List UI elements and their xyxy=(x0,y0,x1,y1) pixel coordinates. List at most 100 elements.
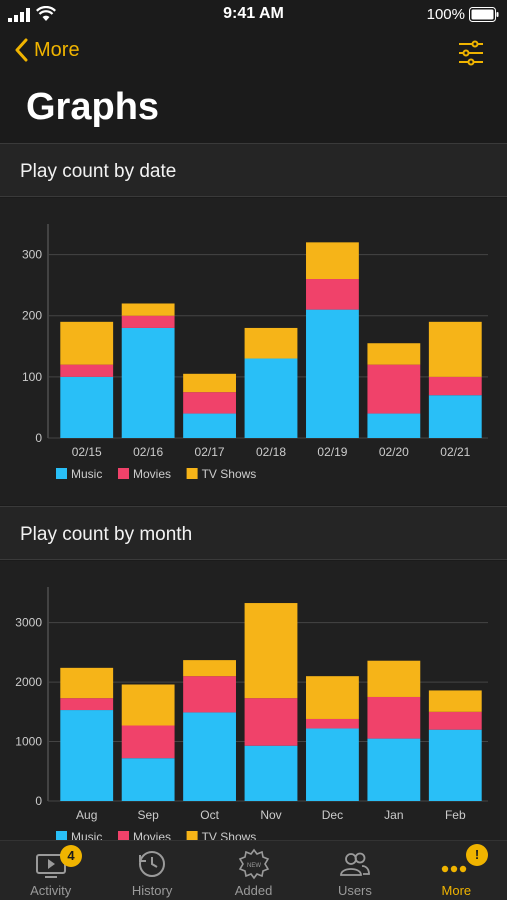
bar-segment-tv-shows xyxy=(428,321,482,377)
bar-segment-movies xyxy=(121,315,175,328)
bar-segment-tv-shows xyxy=(60,321,114,365)
added-icon-text: NEW xyxy=(247,863,261,869)
bar-segment-movies xyxy=(60,364,114,377)
legend-swatch xyxy=(118,468,129,479)
bar-segment-music xyxy=(428,395,482,438)
x-tick-label: Aug xyxy=(76,808,97,822)
bar-segment-tv-shows xyxy=(367,660,421,697)
x-tick-label: Nov xyxy=(260,808,281,822)
x-tick-label: 02/19 xyxy=(317,445,347,459)
legend-swatch xyxy=(56,468,67,479)
tab-bar: 4 Activity History NEW Added Users xyxy=(0,840,507,900)
navigation-bar: More xyxy=(0,30,507,80)
section-title: Play count by month xyxy=(20,524,193,545)
bar-segment-tv-shows xyxy=(121,303,175,316)
bar-segment-music xyxy=(60,376,114,438)
bar-segment-movies xyxy=(121,725,175,759)
y-tick-label: 3000 xyxy=(15,616,42,630)
wifi-icon xyxy=(36,6,56,21)
tab-users[interactable]: Users xyxy=(304,841,405,900)
page-title: Graphs xyxy=(26,86,160,128)
x-tick-label: Feb xyxy=(445,808,466,822)
legend-swatch xyxy=(118,831,129,842)
bar-segment-music xyxy=(367,738,421,801)
status-time: 9:41 AM xyxy=(223,5,284,22)
chevron-left-icon xyxy=(15,38,28,62)
bar-segment-music xyxy=(183,413,236,438)
tab-activity[interactable]: 4 Activity xyxy=(0,841,101,900)
bar-segment-music xyxy=(306,728,359,801)
y-tick-label: 0 xyxy=(35,794,42,808)
x-tick-label: Sep xyxy=(137,808,159,822)
bar-segment-music xyxy=(121,758,175,801)
tab-added[interactable]: NEW Added xyxy=(203,841,304,900)
x-tick-label: 02/18 xyxy=(256,445,286,459)
y-tick-label: 100 xyxy=(22,370,42,384)
bar-segment-tv-shows xyxy=(183,373,236,393)
legend-label: Music xyxy=(71,467,102,481)
status-bar: 9:41 AM 100% xyxy=(0,0,507,30)
bar-segment-movies xyxy=(306,718,359,729)
bar-segment-movies xyxy=(428,711,482,730)
section-header-date: Play count by date xyxy=(0,143,507,197)
y-tick-label: 1000 xyxy=(15,735,42,749)
legend-swatch xyxy=(186,831,198,842)
tab-label: Users xyxy=(337,883,372,898)
bar-segment-movies xyxy=(60,698,114,711)
chart-play-count-by-date: 0 100 200 300 02/15 02/16 02/17 02/18 02/19 02/20… xyxy=(0,198,507,505)
section-title: Play count by date xyxy=(20,161,177,182)
bar-segment-music xyxy=(60,710,114,801)
x-tick-label: 02/20 xyxy=(379,445,409,459)
bar-segment-music xyxy=(183,712,236,801)
x-tick-label: 02/15 xyxy=(72,445,102,459)
legend-label: TV Shows xyxy=(202,467,257,481)
bar-segment-tv-shows xyxy=(121,684,175,726)
bar-chart-svg: 0 100 200 300 02/15 02/16 02/17 02/18 02/19 02/20… xyxy=(22,224,488,481)
section-header-month: Play count by month xyxy=(0,506,507,560)
bar-segment-music xyxy=(244,745,298,801)
history-icon xyxy=(139,851,166,877)
x-tick-label: Dec xyxy=(322,808,343,822)
y-tick-label: 200 xyxy=(22,309,42,323)
legend-swatch xyxy=(56,831,67,842)
more-icon xyxy=(442,865,467,873)
battery-icon xyxy=(469,7,499,22)
tab-more[interactable]: More xyxy=(406,841,507,900)
activity-badge: 4 xyxy=(60,845,82,867)
bar-segment-movies xyxy=(428,376,482,396)
bar-segment-movies xyxy=(183,392,236,414)
tab-label: History xyxy=(131,883,173,898)
bar-segment-tv-shows xyxy=(306,242,359,280)
x-tick-label: 02/16 xyxy=(133,445,163,459)
tab-label: More xyxy=(441,883,472,898)
bar-segment-tv-shows xyxy=(60,667,114,699)
bar-segment-movies xyxy=(183,676,236,713)
bar-segment-tv-shows xyxy=(244,603,298,699)
signal-icon xyxy=(8,8,30,22)
tab-label: Added xyxy=(234,883,273,898)
more-alert-badge: ! xyxy=(466,844,488,866)
bar-segment-music xyxy=(244,358,298,438)
x-tick-label: 02/17 xyxy=(195,445,225,459)
y-tick-label: 0 xyxy=(35,431,42,445)
bar-segment-tv-shows xyxy=(367,343,421,365)
back-button-label: More xyxy=(34,38,80,61)
x-tick-label: Jan xyxy=(384,808,403,822)
legend-swatch xyxy=(186,468,198,479)
filter-settings-icon[interactable] xyxy=(457,40,485,66)
bar-segment-movies xyxy=(367,696,421,739)
legend-label: Movies xyxy=(133,467,171,481)
bar-segment-tv-shows xyxy=(428,690,482,712)
bar-segment-movies xyxy=(244,698,298,746)
users-icon xyxy=(340,852,370,876)
bar-segment-tv-shows xyxy=(306,676,359,719)
tab-history[interactable]: History xyxy=(101,841,202,900)
bar-segment-tv-shows xyxy=(244,327,298,359)
chart-play-count-by-month: 0 1000 2000 3000 Aug Sep Oct Nov Dec Jan Feb Music M… xyxy=(0,561,507,844)
bar-segment-music xyxy=(428,729,482,801)
back-button[interactable]: More xyxy=(14,38,80,62)
x-tick-label: Oct xyxy=(200,808,219,822)
bar-segment-movies xyxy=(306,279,359,310)
added-icon: NEW xyxy=(238,848,269,880)
